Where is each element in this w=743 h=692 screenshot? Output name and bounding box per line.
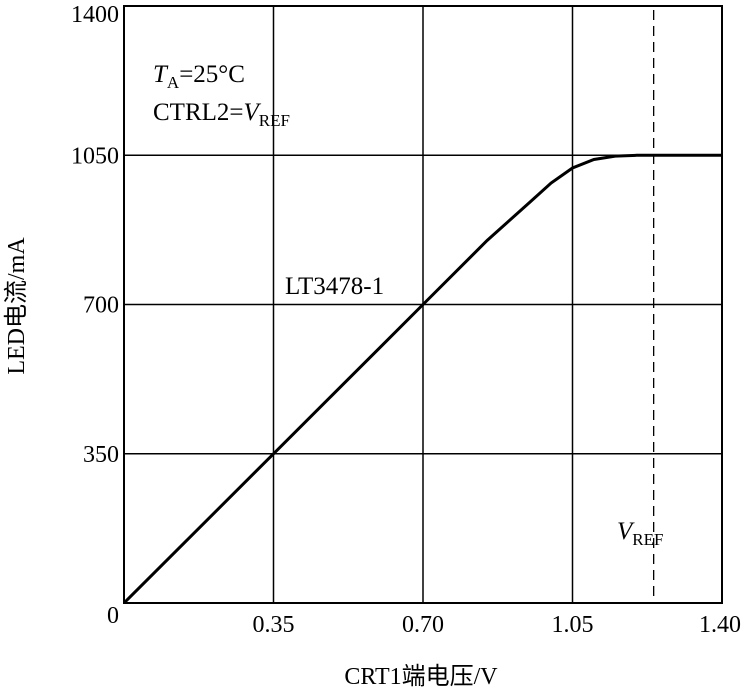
y-tick-label-1: 350 (83, 442, 119, 468)
y-tick-labels: 0 350 700 1050 1400 (71, 2, 119, 629)
ta-sub: A (167, 73, 180, 92)
y-axis-title: LED电流/mA (3, 237, 30, 375)
ctrl-sub: REF (259, 111, 290, 130)
temperature-note: TA=25°C (153, 61, 245, 92)
plot-frame (123, 5, 723, 604)
x-axis-title: CRT1端电压/V (344, 663, 498, 690)
ctrl-prefix: CTRL2= (153, 99, 244, 126)
vref-sub: REF (632, 530, 663, 549)
y-tick-label-2: 700 (83, 293, 119, 319)
x-tick-labels: 0.35 0.70 1.05 1.40 (253, 612, 742, 638)
series-line-lt3478-1 (122, 153, 722, 605)
x-tick-label-3: 1.05 (552, 612, 594, 638)
y-tick-label-3: 1050 (71, 143, 119, 169)
ctrl-main: V (244, 99, 262, 126)
ta-main: T (153, 61, 169, 88)
vref-main: V (617, 518, 635, 545)
x-tick-label-4: 1.40 (699, 612, 741, 638)
x-tick-label-1: 0.35 (253, 612, 295, 638)
y-tick-label-0: 0 (107, 603, 119, 629)
vref-label: VREF (617, 518, 663, 549)
series-label: LT3478-1 (285, 273, 384, 300)
ctrl-note: CTRL2=VREF (153, 99, 290, 130)
y-tick-label-4: 1400 (71, 2, 119, 28)
x-tick-label-2: 0.70 (402, 612, 444, 638)
ta-value: =25°C (179, 61, 245, 88)
